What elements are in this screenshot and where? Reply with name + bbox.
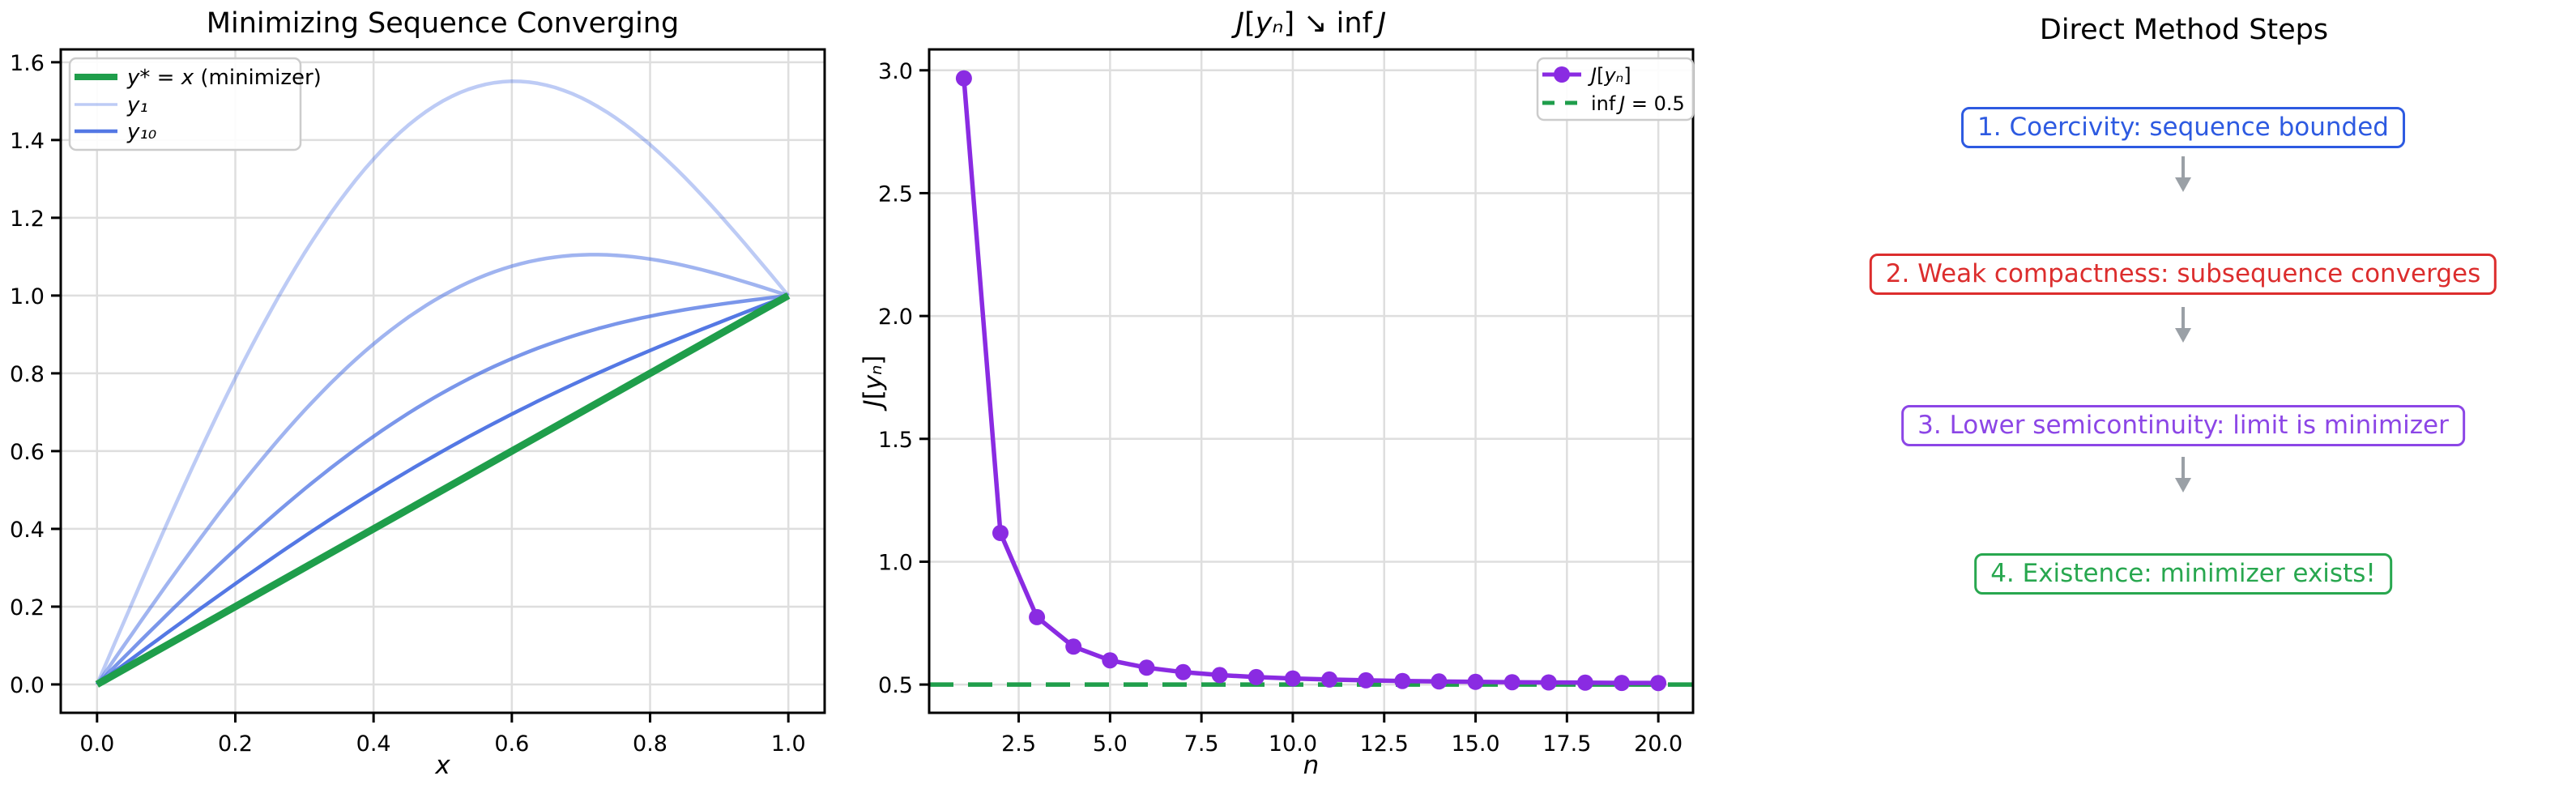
flow-step-1-label: 1. Coercivity: sequence bounded (1977, 113, 2389, 142)
sequence-curve-n10 (96, 293, 790, 686)
y-tick-label: 1.6 (10, 51, 45, 76)
data-point-marker (1211, 667, 1228, 684)
x-tick-label: 0.0 (79, 731, 114, 757)
x-tick-label: 0.8 (633, 731, 667, 757)
legend: y* = x (minimizer) y₁ y₁₀ (68, 57, 322, 151)
x-tick-label: 10.0 (1269, 731, 1317, 757)
axes-spines (928, 48, 1695, 714)
y-tick-label: 0.0 (10, 673, 45, 698)
objective-line (962, 78, 1659, 685)
flow-step-coercivity: 1. Coercivity: sequence bounded (1961, 107, 2405, 148)
data-point-marker (1431, 673, 1448, 690)
data-point-marker (1358, 671, 1375, 689)
chart-title: Minimizing Sequence Converging (207, 7, 679, 40)
x-tick-label: 12.5 (1360, 731, 1409, 757)
x-tick-label: 0.4 (356, 731, 391, 757)
data-point-marker (1065, 638, 1082, 655)
data-point-marker (955, 70, 972, 87)
x-tick-label: 2.5 (1001, 731, 1036, 757)
y-tick-label: 2.5 (878, 181, 913, 207)
legend-label: J[yₙ] (1588, 64, 1631, 87)
flow-step-weak-compactness: 2. Weak compactness: subsequence converg… (1869, 254, 2497, 295)
chart-title: J[yₙ] ↘ inf J (1231, 7, 1386, 40)
legend-label: y* = x (minimizer) (126, 66, 322, 90)
data-point-marker (992, 525, 1009, 541)
minimizing-sequence-chart: 0.0 0.2 0.4 0.6 0.8 1.0 0.0 0.2 0.4 0.6 0.8 1.0 1.2 1… (10, 7, 826, 780)
y-tick-label: 0.2 (10, 595, 45, 620)
minimizer-line (95, 292, 791, 688)
data-point-marker (1284, 670, 1301, 687)
data-point-marker (1540, 674, 1557, 691)
data-point-marker (1102, 652, 1119, 669)
sequence-curve-n1 (95, 79, 790, 685)
down-arrow-icon (2175, 307, 2191, 343)
data-point-marker (1394, 672, 1411, 689)
y-tick-label: 0.4 (10, 518, 45, 543)
data-point-marker (1029, 608, 1046, 625)
data-point-marker (1650, 675, 1667, 692)
data-point-marker (1175, 663, 1192, 680)
data-point-marker (1614, 675, 1630, 692)
flow-step-4-label: 4. Existence: minimizer exists! (1990, 559, 2376, 588)
y-tick-label: 0.5 (878, 673, 913, 698)
y-tick-label: 1.5 (878, 428, 913, 453)
flow-step-2-label: 2. Weak compactness: subsequence converg… (1885, 259, 2481, 288)
flow-step-lower-semicontinuity: 3. Lower semicontinuity: limit is minimi… (1901, 405, 2465, 446)
data-point-marker (1467, 673, 1484, 690)
data-point-marker (1247, 668, 1265, 685)
down-arrow-icon (2175, 156, 2191, 192)
y-tick-label: 1.0 (10, 284, 45, 309)
sequence-curve-n4 (96, 293, 789, 686)
objective-convergence-chart: 2.5 5.0 7.5 10.0 12.5 15.0 17.5 20.0 0.5 1.0 1.5 2.… (859, 7, 1695, 780)
axes-spines (59, 48, 826, 714)
y-axis-label: J[yₙ] (859, 355, 888, 411)
x-tick-label: 15.0 (1451, 731, 1499, 757)
x-tick-label: 17.5 (1542, 731, 1591, 757)
y-tick-label: 1.4 (10, 129, 45, 154)
data-point-marker (1503, 674, 1520, 691)
legend: J[yₙ] inf J = 0.5 (1536, 57, 1695, 122)
legend-label: inf J = 0.5 (1591, 92, 1685, 115)
y-tick-label: 1.0 (878, 550, 913, 575)
sequence-curve-n2 (95, 253, 789, 686)
x-tick-label: 1.0 (771, 731, 806, 757)
data-point-marker (1576, 674, 1593, 691)
legend-box (68, 57, 302, 151)
x-axis-label: x (434, 751, 450, 780)
x-tick-label: 0.2 (218, 731, 253, 757)
x-axis-label: n (1303, 751, 1320, 780)
data-point-marker (1138, 659, 1155, 676)
down-arrow-icon (2175, 457, 2191, 492)
legend-label: y₁₀ (126, 120, 157, 144)
y-tick-label: 2.0 (878, 305, 913, 330)
x-tick-label: 7.5 (1184, 731, 1219, 757)
data-point-marker (1321, 671, 1338, 688)
legend-swatch-marker (1554, 66, 1570, 83)
y-tick-label: 3.0 (878, 59, 913, 84)
x-tick-label: 20.0 (1634, 731, 1683, 757)
y-tick-label: 0.6 (10, 440, 45, 465)
x-tick-label: 5.0 (1093, 731, 1128, 757)
x-tick-label: 0.6 (494, 731, 529, 757)
y-tick-label: 0.8 (10, 362, 45, 387)
flow-step-existence: 4. Existence: minimizer exists! (1974, 553, 2392, 595)
legend-label: y₁ (126, 93, 148, 117)
y-tick-label: 1.2 (10, 207, 45, 232)
flowchart-title: Direct Method Steps (2039, 14, 2329, 46)
flow-step-3-label: 3. Lower semicontinuity: limit is minimi… (1917, 411, 2449, 440)
